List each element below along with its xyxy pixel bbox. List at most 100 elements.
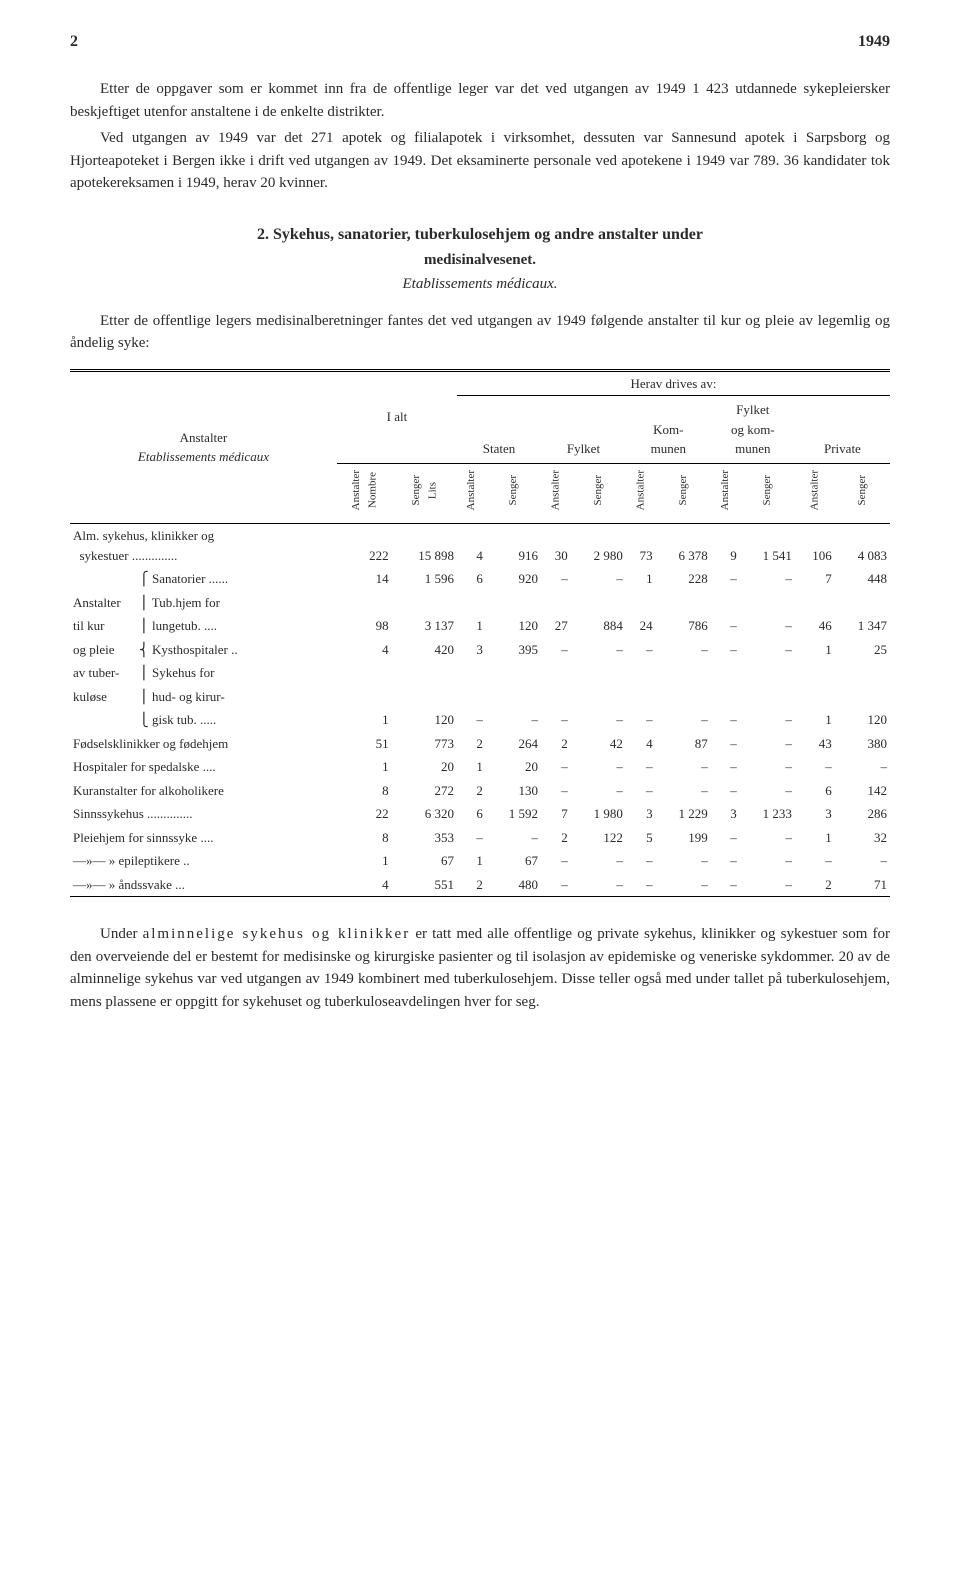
table-cell: 6 xyxy=(457,802,486,826)
para4-pre: Under xyxy=(100,926,143,942)
table-cell xyxy=(835,591,890,615)
table-cell: 222 xyxy=(337,524,392,568)
table-row: ⎧ Sanatorier ......141 5966920––1228––74… xyxy=(70,567,890,591)
table-cell: 43 xyxy=(795,732,835,756)
table-cell xyxy=(571,685,626,709)
table-row: Fødselsklinikker og fødehjem517732264242… xyxy=(70,732,890,756)
table-cell: – xyxy=(740,614,795,638)
table-cell: 380 xyxy=(835,732,890,756)
table-cell: – xyxy=(571,638,626,662)
table-cell: – xyxy=(626,849,656,873)
paragraph-3: Etter de offentlige legers medisinalbere… xyxy=(70,310,890,355)
table-cell: 51 xyxy=(337,732,392,756)
table-row: ⎩ gisk tub. .....1120––––––––1120 xyxy=(70,708,890,732)
table-cell: 1 xyxy=(457,849,486,873)
table-cell: – xyxy=(795,849,835,873)
table-cell: 1 347 xyxy=(835,614,890,638)
paragraph-1: Etter de oppgaver som er kommet inn fra … xyxy=(70,78,890,123)
table-cell: – xyxy=(571,567,626,591)
table-cell xyxy=(740,661,795,685)
table-cell xyxy=(337,591,392,615)
table-cell: 1 xyxy=(795,638,835,662)
table-cell: – xyxy=(740,849,795,873)
table-cell xyxy=(457,661,486,685)
table-cell xyxy=(541,591,571,615)
table-cell xyxy=(711,661,740,685)
sub-senger-2: Senger xyxy=(571,463,626,524)
table-cell: 67 xyxy=(486,849,541,873)
sub-senger-3: Senger xyxy=(656,463,711,524)
table-cell: 2 xyxy=(457,779,486,803)
table-cell: 1 xyxy=(337,755,392,779)
page-number: 2 xyxy=(70,30,78,54)
row-label: og pleie⎨ Kysthospitaler .. xyxy=(70,638,337,662)
table-cell: – xyxy=(571,873,626,897)
table-cell xyxy=(457,591,486,615)
section-num: 2. xyxy=(257,226,269,243)
table-cell: – xyxy=(626,873,656,897)
table-cell: 142 xyxy=(835,779,890,803)
table-cell: 2 xyxy=(457,732,486,756)
sub-anst-nombre: Anstalter Nombre xyxy=(337,463,392,524)
row-label: Kuranstalter for alkoholikere xyxy=(70,779,337,803)
table-cell: 120 xyxy=(835,708,890,732)
table-cell: 5 xyxy=(626,826,656,850)
table-cell: 264 xyxy=(486,732,541,756)
row-label: Hospitaler for spedalske .... xyxy=(70,755,337,779)
table-cell: – xyxy=(740,779,795,803)
table-cell xyxy=(795,591,835,615)
section-italic: Etablissements médicaux. xyxy=(70,273,890,296)
table-cell: 73 xyxy=(626,524,656,568)
table-cell: 353 xyxy=(392,826,457,850)
table-cell: 916 xyxy=(486,524,541,568)
table-cell: – xyxy=(541,638,571,662)
table-cell: – xyxy=(571,849,626,873)
table-cell: – xyxy=(571,755,626,779)
section-title: 2. Sykehus, sanatorier, tuberkulosehjem … xyxy=(70,223,890,247)
table-cell: – xyxy=(740,826,795,850)
table-cell: – xyxy=(711,614,740,638)
table-cell: – xyxy=(711,779,740,803)
table-cell: 4 xyxy=(457,524,486,568)
row-group-label: Anstalter xyxy=(180,430,228,445)
table-cell: – xyxy=(486,826,541,850)
row-label: Pleiehjem for sinnssyke .... xyxy=(70,826,337,850)
row-label: ⎧ Sanatorier ...... xyxy=(70,567,337,591)
row-header-group: Anstalter Etablissements médicaux xyxy=(70,370,337,524)
table-cell: 122 xyxy=(571,826,626,850)
table-cell: – xyxy=(626,638,656,662)
row-label: til kur⎪ lungetub. .... xyxy=(70,614,337,638)
table-row: og pleie⎨ Kysthospitaler ..44203395–––––… xyxy=(70,638,890,662)
table-cell: 9 xyxy=(711,524,740,568)
table-cell: 1 592 xyxy=(486,802,541,826)
table-cell: 1 xyxy=(795,708,835,732)
table-cell xyxy=(392,591,457,615)
table-cell: 6 378 xyxy=(656,524,711,568)
table-cell: 71 xyxy=(835,873,890,897)
table-cell: – xyxy=(656,755,711,779)
table-cell: 7 xyxy=(795,567,835,591)
table-cell: 2 xyxy=(457,873,486,897)
table-cell xyxy=(571,661,626,685)
row-label: av tuber-⎪ Sykehus for xyxy=(70,661,337,685)
table-cell: – xyxy=(711,849,740,873)
row-label: Fødselsklinikker og fødehjem xyxy=(70,732,337,756)
table-cell: 1 xyxy=(626,567,656,591)
table-cell: – xyxy=(656,708,711,732)
table-cell: 6 xyxy=(457,567,486,591)
table-cell: 130 xyxy=(486,779,541,803)
table-cell xyxy=(337,685,392,709)
table-cell: 15 898 xyxy=(392,524,457,568)
table-cell: – xyxy=(711,826,740,850)
table-cell: 199 xyxy=(656,826,711,850)
sub-anst-4: Anstalter xyxy=(711,463,740,524)
table-cell: – xyxy=(711,873,740,897)
table-cell: 3 137 xyxy=(392,614,457,638)
row-group-sub: Etablissements médicaux xyxy=(138,449,269,464)
table-cell xyxy=(711,591,740,615)
table-row: Hospitaler for spedalske ....120120–––––… xyxy=(70,755,890,779)
table-cell: 1 xyxy=(337,849,392,873)
table-row: av tuber-⎪ Sykehus for xyxy=(70,661,890,685)
page-year: 1949 xyxy=(858,30,890,54)
table-cell: – xyxy=(656,873,711,897)
